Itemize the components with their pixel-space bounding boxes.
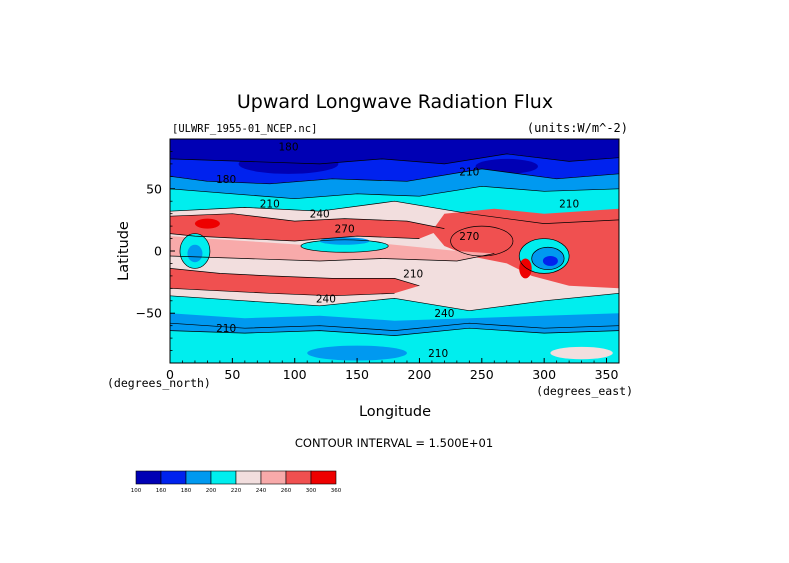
contour-210-south	[170, 322, 619, 331]
contour-195-south	[170, 327, 619, 336]
contour-label: 210	[216, 323, 236, 335]
contour-label: 210	[428, 348, 448, 360]
y-tick-label: 50	[146, 181, 162, 196]
contour-255-south	[170, 287, 395, 297]
colorbar-swatch	[260, 470, 287, 485]
contour-amazon-2	[531, 246, 565, 271]
contour-label: 240	[434, 308, 454, 320]
antarctic-cold-spot	[307, 345, 407, 361]
colorbar: 100 160 180 200 220 240 260 300 360	[131, 470, 342, 494]
colorbar-swatch	[235, 470, 262, 485]
north-mid-lat-band	[170, 168, 619, 199]
x-tick-label: 350	[595, 367, 619, 382]
contour-label: 210	[459, 166, 479, 178]
contour-270-south	[170, 268, 420, 287]
colorbar-level-label: 220	[231, 488, 242, 494]
contour-label: 210	[403, 268, 423, 280]
colorbar-level-label: 160	[156, 488, 167, 494]
contour-label: 240	[316, 293, 336, 305]
colorbar-swatch	[210, 470, 237, 485]
contour-label: 210	[260, 199, 280, 211]
contour-africa-1	[179, 233, 211, 269]
chart-title: Upward Longwave Radiation Flux	[237, 91, 553, 113]
colorbar-level-label: 100	[131, 488, 142, 494]
colorbar-level-label: 360	[331, 488, 342, 494]
contour-label: 270	[335, 224, 355, 236]
colorbar-swatch	[310, 470, 337, 485]
contour-240-south	[170, 292, 619, 312]
colorbar-swatch	[160, 470, 187, 485]
x-tick-label: 100	[283, 367, 307, 382]
contour-210-north	[170, 185, 619, 200]
contour-label: 240	[310, 209, 330, 221]
contour-interval: CONTOUR INTERVAL = 1.500E+01	[295, 436, 493, 450]
x-unit-label: (degrees_east)	[536, 384, 633, 398]
colorbar-level-label: 180	[181, 488, 192, 494]
x-tick-label: 0	[166, 367, 174, 382]
y-tick-label: −50	[136, 306, 162, 321]
y-axis-label: Latitude	[116, 221, 132, 281]
contour-label: 210	[559, 199, 579, 211]
south-subtropic-warm	[170, 268, 420, 296]
antarctic-warm-spot	[550, 346, 613, 360]
south-storm-track	[170, 313, 619, 336]
plot-area	[170, 139, 619, 363]
colorbar-level-label: 240	[256, 488, 267, 494]
x-tick-label: 300	[532, 367, 556, 382]
y-tick-label: 0	[154, 244, 162, 259]
contour-label: 180	[216, 174, 236, 186]
africa-convective-core	[187, 244, 203, 263]
colorbar-level-label: 260	[281, 488, 292, 494]
warm-pool-cool	[300, 239, 389, 253]
x-tick-label: 50	[224, 367, 240, 382]
contour-amazon-1	[518, 238, 570, 274]
contour-270-equator	[170, 233, 420, 242]
x-tick-label: 200	[408, 367, 432, 382]
sahara-warm	[194, 218, 220, 229]
contour-240-north	[170, 200, 619, 224]
amazon-cold-core	[542, 255, 558, 266]
contour-warm-pool	[300, 239, 389, 253]
contour-255-equator	[170, 253, 495, 262]
y-unit-label: (degrees_north)	[107, 376, 211, 390]
colorbar-level-label: 200	[206, 488, 217, 494]
contour-270-north	[170, 213, 445, 229]
colorbar-swatch	[135, 470, 162, 485]
antarctic-band	[170, 328, 619, 363]
contour-label: 180	[278, 141, 298, 153]
x-axis-label: Longitude	[359, 404, 431, 420]
units-label: (units:W/m^-2)	[527, 121, 628, 135]
contour-central-pacific	[450, 225, 514, 257]
siberia-cold	[238, 153, 339, 174]
file-label: [ULWRF_1955-01_NCEP.nc]	[172, 123, 317, 135]
colorbar-swatch	[185, 470, 212, 485]
colorbar-level-label: 300	[306, 488, 317, 494]
warm-pool-deep	[319, 237, 370, 245]
contour-180-north	[170, 153, 619, 165]
contour-label: 270	[459, 231, 479, 243]
central-pacific-warm	[450, 226, 513, 256]
x-tick-label: 150	[345, 367, 369, 382]
x-tick-label: 250	[470, 367, 494, 382]
contour-195-north	[170, 168, 619, 185]
north-subtropic-warm	[170, 213, 445, 241]
colorbar-swatch	[285, 470, 312, 485]
andes-hot	[519, 258, 532, 279]
